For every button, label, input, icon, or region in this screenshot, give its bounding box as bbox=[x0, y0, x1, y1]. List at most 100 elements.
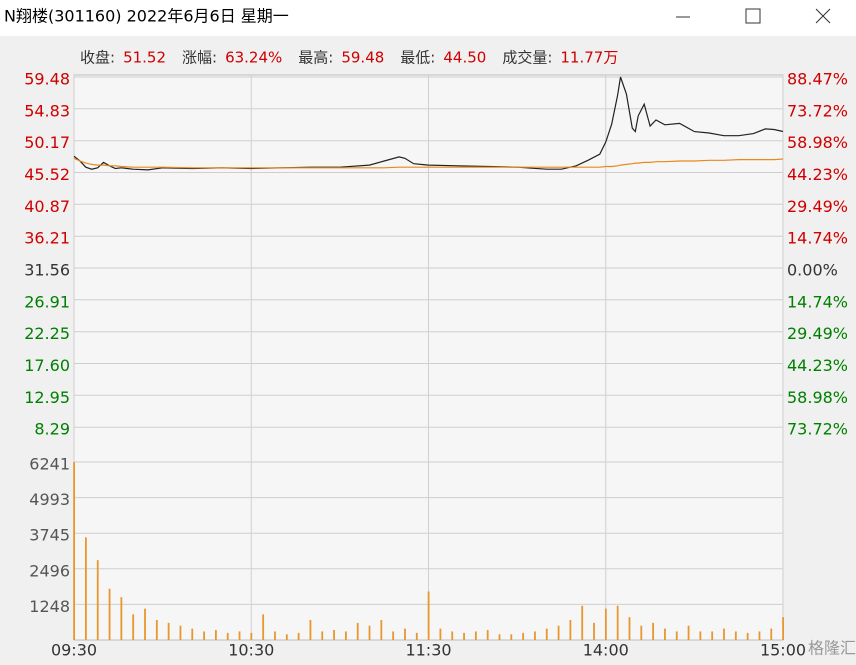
price-line bbox=[73, 157, 784, 169]
volume-bar bbox=[569, 620, 572, 640]
volume-bar bbox=[85, 537, 87, 640]
volume-bar bbox=[238, 631, 241, 640]
volume-bar bbox=[356, 622, 359, 640]
volume-bar bbox=[167, 622, 170, 640]
watermark: 格隆汇 bbox=[808, 639, 856, 658]
y2-tick-label: 58.98% bbox=[787, 133, 848, 152]
maximize-button[interactable] bbox=[745, 8, 761, 24]
y-tick-label: 8.29 bbox=[34, 420, 70, 439]
volume-bar bbox=[215, 630, 217, 640]
volume-bar bbox=[557, 625, 560, 640]
volume-bar bbox=[179, 625, 182, 640]
volume-bar bbox=[628, 617, 631, 640]
volume-bar bbox=[782, 617, 784, 640]
volume-bar bbox=[746, 632, 749, 640]
volume-bar bbox=[687, 625, 690, 640]
volume-bar bbox=[155, 620, 158, 640]
volume-bar bbox=[309, 620, 312, 640]
y-tick-label: 54.83 bbox=[24, 101, 70, 120]
volume-bar bbox=[333, 630, 335, 640]
quote-value: 51.52 bbox=[123, 49, 166, 67]
volume-bar bbox=[96, 560, 99, 640]
quote-value: 11.77万 bbox=[560, 49, 618, 67]
volume-bar bbox=[250, 632, 253, 640]
y-tick-label: 12.95 bbox=[24, 388, 70, 407]
window-title: N翔楼(301160) 2022年6月6日 星期一 bbox=[4, 7, 289, 26]
volume-bar bbox=[522, 632, 525, 640]
y2-tick-label: 14.74% bbox=[787, 229, 848, 248]
volume-bar bbox=[545, 628, 548, 640]
y-tick-label: 6241 bbox=[29, 455, 70, 474]
volume-bar bbox=[699, 631, 702, 640]
volume-bar bbox=[770, 628, 773, 640]
y-tick-label: 17.60 bbox=[24, 356, 70, 375]
quote-label: 成交量: bbox=[502, 49, 552, 67]
y2-tick-label: 0.00% bbox=[787, 261, 838, 280]
y2-tick-label: 29.49% bbox=[787, 197, 848, 216]
x-tick-label: 14:00 bbox=[583, 641, 629, 660]
volume-bar bbox=[463, 632, 465, 640]
volume-bar bbox=[758, 631, 761, 640]
y-tick-label: 45.52 bbox=[24, 165, 70, 184]
volume-bar bbox=[73, 462, 75, 640]
quote-value: 59.48 bbox=[341, 49, 384, 67]
volume-bar bbox=[203, 631, 205, 640]
x-tick-label: 10:30 bbox=[228, 641, 274, 660]
volume-bar bbox=[427, 591, 430, 640]
volume-bar bbox=[120, 597, 123, 640]
volume-bar bbox=[640, 625, 643, 640]
volume-bar bbox=[297, 632, 300, 640]
volume-bar bbox=[285, 634, 288, 640]
y2-tick-label: 88.47% bbox=[787, 70, 848, 89]
y-tick-label: 59.48 bbox=[24, 70, 70, 89]
y-tick-label: 40.87 bbox=[24, 197, 70, 216]
x-tick-label: 09:30 bbox=[51, 641, 97, 660]
volume-bar bbox=[723, 628, 725, 640]
y-tick-label: 31.56 bbox=[24, 261, 70, 280]
quote-label: 收盘: bbox=[80, 49, 115, 67]
volume-bar bbox=[274, 631, 276, 640]
y-tick-label: 36.21 bbox=[24, 229, 70, 248]
close-button[interactable] bbox=[815, 8, 831, 24]
volume-bar bbox=[498, 634, 501, 640]
y-tick-label: 26.91 bbox=[24, 292, 70, 311]
y-tick-label: 3745 bbox=[29, 526, 70, 545]
volume-bar bbox=[144, 608, 146, 640]
y2-tick-label: 73.72% bbox=[787, 101, 848, 120]
volume-bar bbox=[439, 628, 442, 640]
volume-bar bbox=[652, 622, 655, 640]
title-bar bbox=[0, 0, 856, 36]
volume-bar bbox=[664, 628, 666, 640]
quote-label: 涨幅: bbox=[182, 49, 217, 67]
y-tick-label: 1248 bbox=[29, 597, 70, 616]
quote-label: 最低: bbox=[400, 49, 435, 67]
volume-bar bbox=[474, 631, 477, 640]
volume-bar bbox=[226, 632, 229, 640]
volume-bar bbox=[604, 608, 607, 640]
volume-bar bbox=[132, 614, 135, 640]
chart: 59.48 54.83 50.17 45.52 40.87 36.21 31.56 26.91… bbox=[24, 70, 848, 660]
y2-tick-label: 58.98% bbox=[787, 388, 848, 407]
volume-bar bbox=[321, 631, 324, 640]
volume-bar bbox=[451, 631, 454, 640]
volume-bar bbox=[392, 631, 395, 640]
y2-tick-label: 44.23% bbox=[787, 356, 848, 375]
x-tick-label: 11:30 bbox=[405, 641, 451, 660]
y-tick-label: 22.25 bbox=[24, 324, 70, 343]
volume-bar bbox=[581, 605, 584, 640]
y-tick-label: 50.17 bbox=[24, 133, 70, 152]
quote-label: 最高: bbox=[298, 49, 333, 67]
volume-bar bbox=[404, 628, 406, 640]
volume-bar bbox=[711, 631, 714, 640]
volume-bar bbox=[486, 630, 489, 640]
y2-tick-label: 73.72% bbox=[787, 420, 848, 439]
quote-value: 63.24% bbox=[225, 49, 282, 67]
volume-bar bbox=[510, 634, 513, 640]
quote-value: 44.50 bbox=[443, 49, 486, 67]
volume-bar bbox=[108, 588, 111, 640]
volume-bar bbox=[191, 628, 194, 640]
volume-bar bbox=[593, 622, 595, 640]
volume-bar bbox=[534, 631, 536, 640]
y2-tick-label: 44.23% bbox=[787, 165, 848, 184]
x-tick-label: 15:00 bbox=[760, 641, 806, 660]
